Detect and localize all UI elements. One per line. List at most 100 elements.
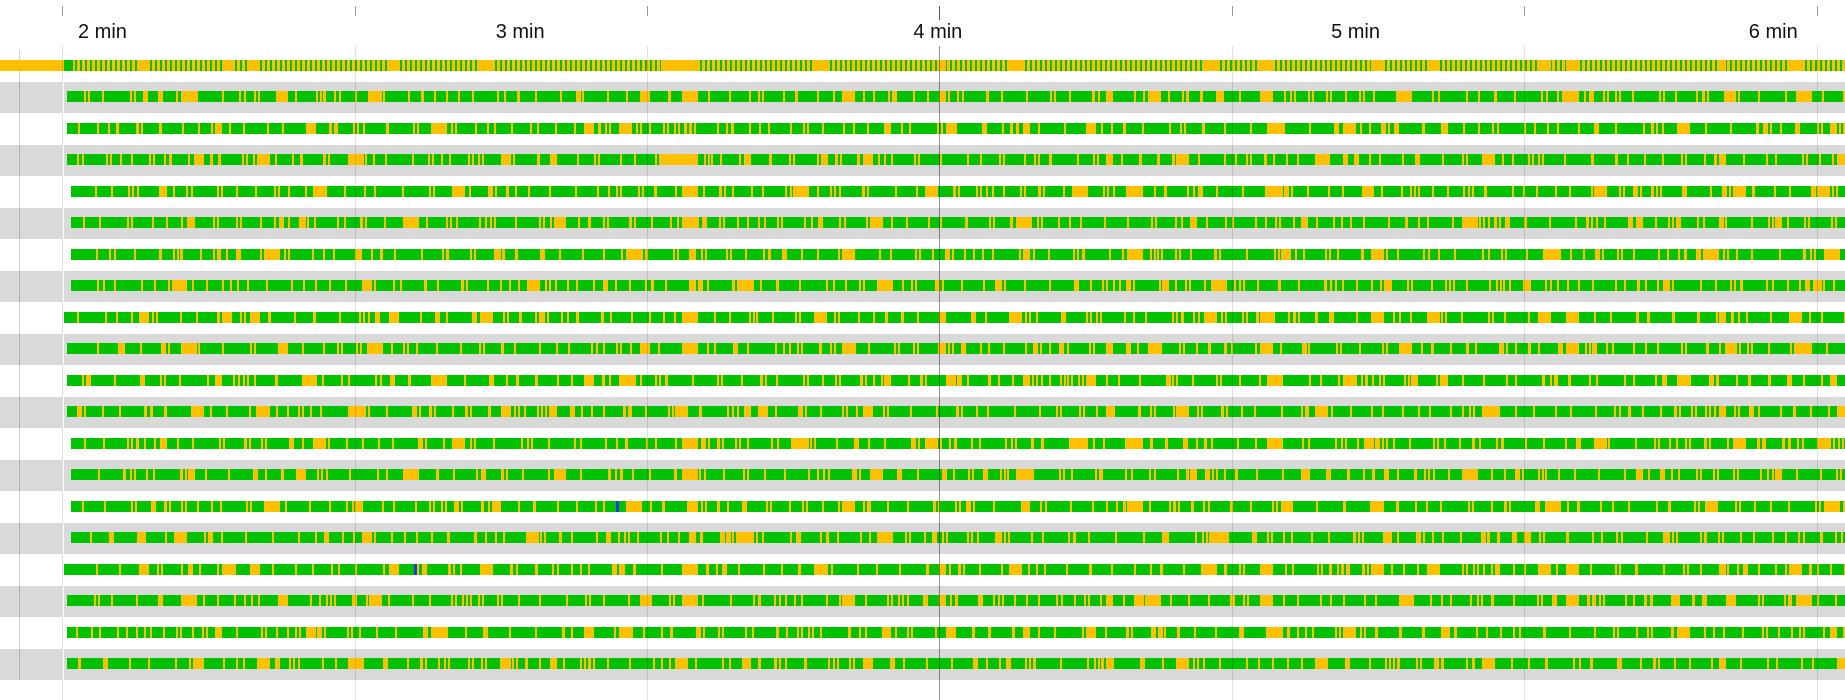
idle-segment [1780, 406, 1783, 417]
thread-row[interactable] [0, 365, 1845, 397]
idle-segment [789, 185, 792, 197]
thread-activity-track[interactable] [70, 280, 1845, 291]
thread-activity-track[interactable] [67, 658, 1845, 669]
idle-segment [744, 154, 752, 165]
idle-segment [420, 248, 423, 260]
thread-activity-track[interactable] [70, 532, 1845, 543]
idle-segment [1598, 59, 1600, 71]
thread-row[interactable] [0, 554, 1845, 586]
thread-row-header[interactable] [0, 113, 64, 145]
idle-segment [478, 59, 480, 71]
thread-row-header[interactable] [0, 491, 64, 523]
idle-segment [674, 185, 677, 197]
idle-segment [365, 154, 368, 165]
thread-row-header[interactable] [0, 365, 64, 397]
thread-row[interactable] [0, 176, 1845, 208]
idle-segment [563, 658, 566, 669]
thread-row[interactable] [0, 270, 1845, 303]
thread-row[interactable] [0, 491, 1845, 523]
idle-segment [528, 59, 530, 71]
thread-row[interactable] [0, 522, 1845, 555]
thread-activity-track[interactable] [67, 122, 1845, 134]
thread-activity-track[interactable] [67, 374, 1845, 386]
thread-row-header[interactable] [0, 239, 64, 271]
idle-segment [773, 59, 775, 71]
thread-activity-track[interactable] [70, 469, 1845, 480]
thread-row[interactable] [0, 617, 1845, 649]
thread-row-header[interactable] [0, 270, 64, 303]
idle-segment [883, 374, 891, 386]
thread-activity-track[interactable] [64, 563, 1845, 575]
idle-segment [1702, 217, 1705, 228]
thread-activity-track[interactable] [70, 185, 1845, 197]
thread-activity-track[interactable] [67, 406, 1845, 417]
thread-activity-track[interactable] [70, 437, 1845, 449]
thread-row[interactable] [0, 50, 1845, 82]
idle-segment [748, 59, 750, 71]
idle-segment [1695, 248, 1701, 260]
idle-segment [831, 563, 833, 575]
idle-segment [681, 311, 698, 323]
thread-row-header[interactable] [0, 459, 64, 492]
thread-row-header[interactable] [0, 428, 64, 460]
idle-segment [1579, 658, 1582, 669]
thread-row[interactable] [0, 428, 1845, 460]
idle-segment [110, 185, 113, 197]
thread-row-header[interactable] [0, 144, 64, 177]
idle-segment [1225, 532, 1229, 543]
idle-segment [1094, 658, 1097, 669]
thread-activity-track[interactable] [70, 248, 1845, 260]
thread-row-header[interactable] [0, 176, 64, 208]
idle-segment [1106, 91, 1114, 102]
thread-row-header[interactable] [0, 617, 64, 649]
thread-row-header[interactable] [0, 207, 64, 240]
idle-segment [1614, 406, 1617, 417]
thread-activity-track[interactable] [67, 91, 1845, 102]
thread-row-header[interactable] [0, 81, 64, 114]
thread-row[interactable] [0, 459, 1845, 492]
thread-row[interactable] [0, 648, 1845, 681]
thread-row[interactable] [0, 81, 1845, 114]
idle-segment [210, 154, 214, 165]
thread-activity-track[interactable] [64, 59, 1845, 71]
idle-segment [1645, 532, 1648, 543]
thread-activity-track[interactable] [70, 217, 1845, 228]
idle-segment [723, 185, 726, 197]
thread-row[interactable] [0, 585, 1845, 618]
thread-row-header[interactable] [0, 554, 64, 586]
thread-row[interactable] [0, 144, 1845, 177]
idle-segment [261, 626, 264, 638]
idle-segment [407, 343, 410, 354]
idle-segment [717, 122, 720, 134]
thread-row-header[interactable] [0, 333, 64, 366]
idle-segment [1060, 374, 1063, 386]
thread-row-header[interactable] [0, 302, 64, 334]
idle-segment [917, 311, 919, 323]
thread-row[interactable] [0, 333, 1845, 366]
idle-segment [619, 185, 622, 197]
thread-row[interactable] [0, 207, 1845, 240]
thread-activity-track[interactable] [67, 595, 1845, 606]
thread-row-header[interactable] [0, 396, 64, 429]
thread-row-header[interactable] [0, 585, 64, 618]
thread-activity-track[interactable] [70, 500, 1845, 512]
thread-row[interactable] [0, 113, 1845, 145]
thread-activity-track[interactable] [67, 343, 1845, 354]
thread-activity-track[interactable] [67, 626, 1845, 638]
thread-activity-track[interactable] [64, 311, 1845, 323]
idle-segment [1828, 59, 1830, 71]
idle-segment [1770, 122, 1773, 134]
idle-segment [903, 59, 905, 71]
idle-segment [1036, 563, 1038, 575]
thread-row[interactable] [0, 396, 1845, 429]
thread-activity-track[interactable] [67, 154, 1845, 165]
idle-segment [1721, 185, 1727, 197]
time-ruler[interactable]: 2 min 3 min 4 min 5 min 6 min [0, 0, 1845, 46]
idle-segment [246, 280, 249, 291]
thread-row-header[interactable] [0, 522, 64, 555]
thread-row-header[interactable] [0, 648, 64, 681]
thread-row[interactable] [0, 239, 1845, 271]
idle-segment [412, 154, 415, 165]
thread-row[interactable] [0, 302, 1845, 334]
